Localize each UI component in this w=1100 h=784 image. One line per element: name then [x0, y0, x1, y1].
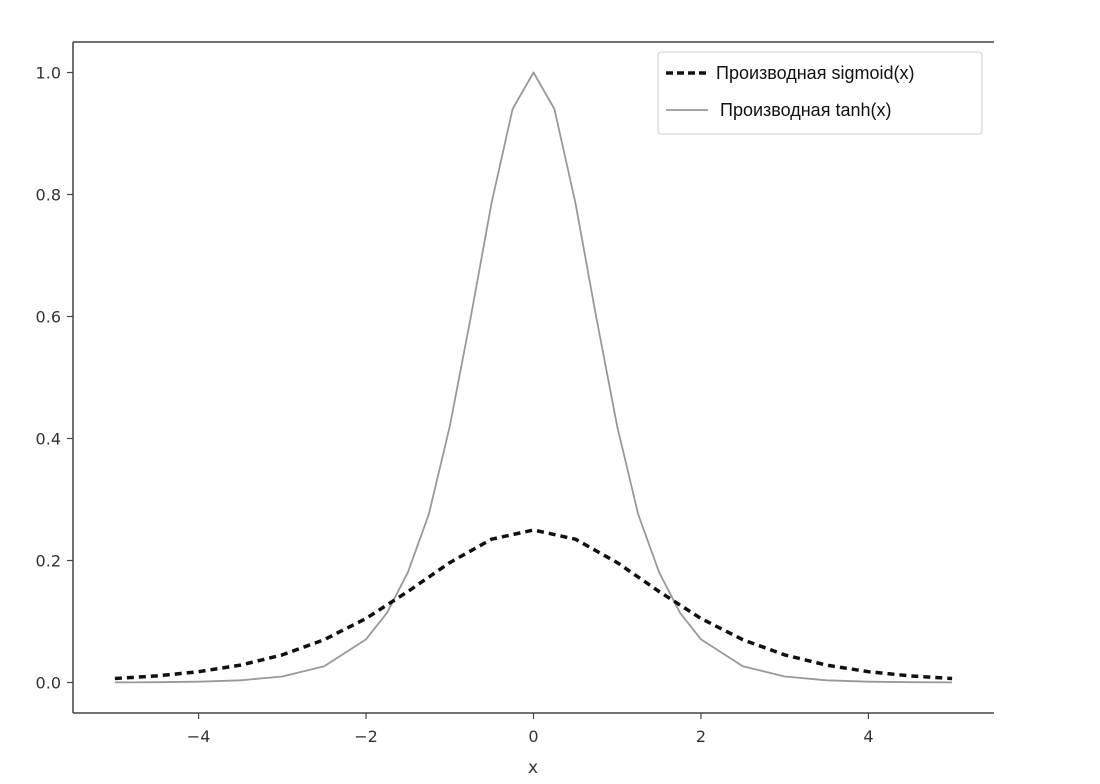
- legend-label-1: Производная tanh(x): [720, 100, 891, 120]
- ticks-layer: −4 −2 0 2 4 0.0 0.2 0.4 0.6 0.8 1.0: [36, 64, 874, 747]
- x-tick-label: 2: [696, 727, 706, 746]
- legend: Производная sigmoid(x) Производная tanh(x…: [657, 51, 983, 135]
- x-tick-label: 0: [528, 727, 538, 746]
- y-tick-label: 0.2: [36, 552, 61, 571]
- y-tick-label: 0.6: [36, 308, 61, 327]
- y-tick-label: 0.0: [36, 674, 61, 693]
- series-layer: [114, 71, 953, 684]
- y-tick-label: 1.0: [36, 64, 61, 83]
- legend-label-0: Производная sigmoid(x): [716, 63, 914, 83]
- series-line-1: [114, 71, 953, 684]
- y-tick-label: 0.8: [36, 186, 61, 205]
- x-tick-label: 4: [863, 727, 873, 746]
- legend-box: [657, 51, 983, 135]
- x-tick-label: −4: [187, 727, 211, 746]
- x-axis-title: x: [528, 758, 538, 778]
- x-tick-label: −2: [354, 727, 378, 746]
- plot-area: [73, 42, 994, 713]
- y-tick-label: 0.4: [36, 430, 61, 449]
